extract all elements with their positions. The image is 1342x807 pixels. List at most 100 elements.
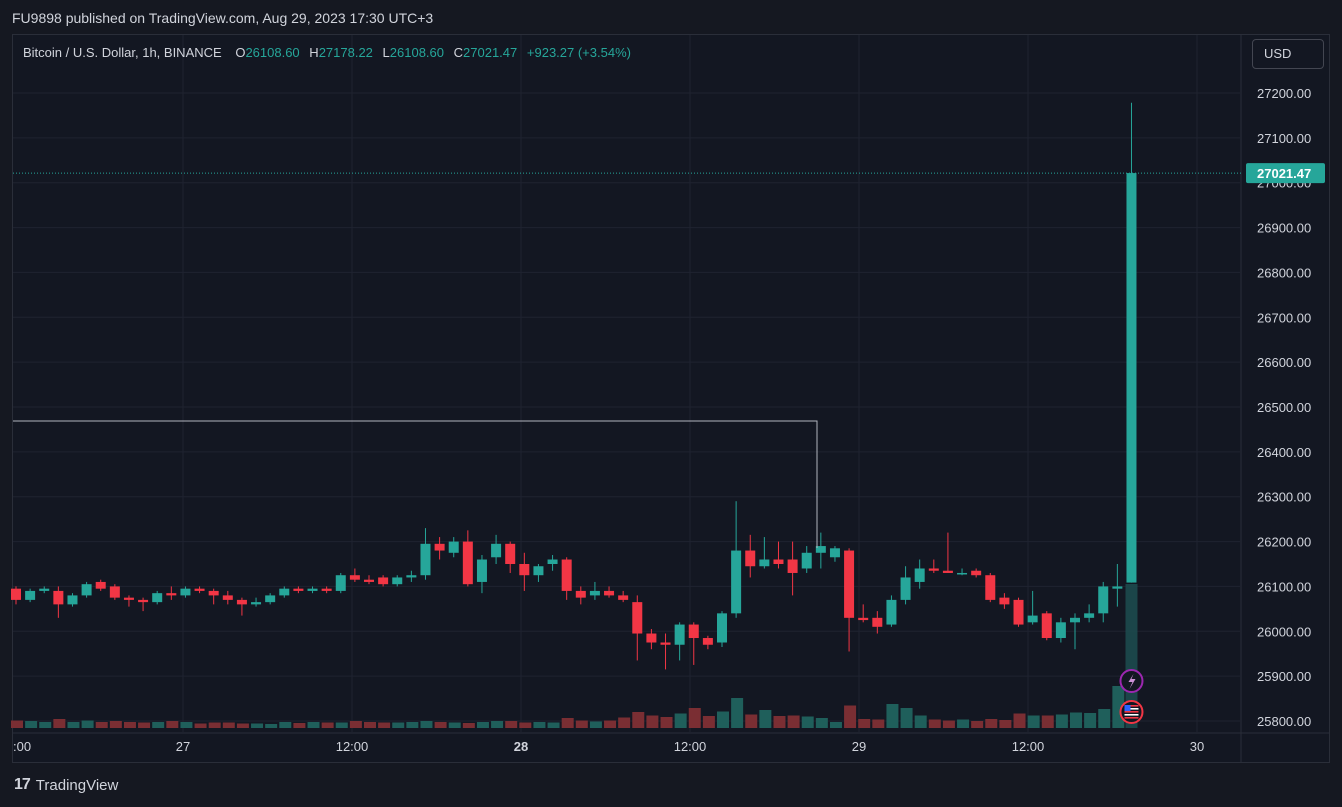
candle-body: [81, 584, 92, 596]
volume-bar: [307, 722, 320, 728]
currency-button[interactable]: USD: [1252, 39, 1324, 69]
candle-body: [25, 590, 36, 600]
volume-bar: [138, 722, 151, 728]
candle-body: [660, 642, 671, 645]
volume-bar: [999, 720, 1012, 728]
volume-bar: [123, 722, 136, 728]
volume-bar: [321, 722, 334, 728]
candle-body: [632, 602, 643, 634]
volume-bar: [491, 721, 504, 728]
volume-bar: [109, 721, 122, 728]
candle-body: [364, 579, 374, 582]
candle-body: [1041, 613, 1052, 639]
candle-body: [971, 570, 982, 576]
candle-body: [349, 575, 360, 580]
volume-bar: [180, 722, 193, 728]
volume-bar: [660, 717, 673, 728]
volume-bar: [858, 719, 871, 728]
candle-body: [957, 572, 968, 575]
y-tick-label: 27100.00: [1257, 131, 1311, 146]
flag-canton: [1124, 705, 1131, 711]
y-tick-label: 25900.00: [1257, 669, 1311, 684]
volume-bar: [674, 713, 687, 728]
flag-stripe: [1124, 717, 1139, 719]
x-tick-label: 12:00: [336, 739, 369, 754]
y-tick-label: 26600.00: [1257, 355, 1311, 370]
candle-body: [688, 624, 699, 639]
volume-bar: [25, 721, 38, 728]
volume-bar: [166, 721, 179, 728]
volume-bar: [279, 722, 292, 728]
close-value: 27021.47: [463, 45, 518, 60]
time-axis: :00 27 12:00 28 12:00 29 12:00 30: [13, 739, 1204, 754]
candle-body: [491, 543, 502, 558]
volume-bar: [236, 723, 249, 728]
candle-body: [702, 638, 713, 645]
candle-body: [462, 541, 473, 585]
volume-bar: [392, 722, 405, 728]
volume-bar: [589, 721, 602, 728]
flag-stripe: [1124, 714, 1139, 716]
candle-body: [829, 548, 840, 558]
candle-body: [406, 575, 417, 578]
volume-bar: [1055, 714, 1068, 728]
candle-body: [844, 550, 855, 618]
candle-body: [815, 546, 826, 553]
candle-body: [731, 550, 742, 614]
volume-bar: [971, 721, 984, 728]
tradingview-logo-icon: 17: [14, 776, 31, 793]
volume-bar: [434, 722, 447, 728]
volume-bar: [618, 717, 631, 728]
candle-body: [293, 588, 304, 591]
volume-bar: [53, 719, 66, 728]
volume-bar: [844, 705, 857, 728]
chart-grid: [13, 35, 1330, 763]
volume-bar: [745, 714, 758, 728]
volume-bar: [886, 704, 899, 728]
candle-body: [773, 559, 784, 564]
low-label: L: [382, 45, 390, 60]
flag-stripe: [1124, 705, 1139, 707]
volume-bar: [505, 721, 518, 728]
candle-body: [505, 543, 516, 564]
last-price-label: 27021.47: [1257, 166, 1311, 181]
candle-body: [251, 602, 262, 605]
volume-bars: [11, 584, 1138, 728]
low-value: 26108.60: [389, 45, 445, 60]
candles: [11, 102, 1137, 670]
volume-bar: [1041, 715, 1054, 728]
volume-bar: [942, 720, 955, 728]
tradingview-brand[interactable]: 17 TradingView: [14, 776, 118, 794]
candle-body: [745, 550, 756, 567]
high-label: H: [309, 45, 319, 60]
symbol-legend: Bitcoin / U.S. Dollar, 1h, BINANCE O2610…: [23, 45, 637, 60]
volume-bar: [900, 708, 913, 728]
volume-bar: [575, 720, 588, 728]
x-tick-label: 12:00: [1012, 739, 1045, 754]
candle-body: [1084, 613, 1095, 618]
y-tick-label: 25800.00: [1257, 714, 1311, 729]
volume-bar: [293, 723, 306, 728]
chart-frame[interactable]: [12, 34, 1330, 763]
volume-bar: [11, 720, 23, 728]
candle-body: [674, 624, 685, 645]
candle-body: [999, 597, 1010, 605]
volume-bar: [787, 715, 800, 728]
candle-body: [420, 543, 431, 576]
candle-body: [53, 590, 64, 605]
candle-body: [138, 599, 149, 603]
volume-bar: [519, 722, 532, 728]
volume-bar: [702, 716, 715, 728]
open-label: O: [235, 45, 246, 60]
candle-body: [1055, 622, 1066, 639]
y-tick-label: 26000.00: [1257, 624, 1311, 639]
candle-body: [95, 581, 106, 589]
candle-body: [1126, 173, 1137, 583]
volume-bar: [829, 722, 842, 728]
candle-body: [928, 568, 939, 571]
x-tick-label: :00: [13, 739, 31, 754]
candle-body: [801, 552, 812, 569]
candle-body: [392, 577, 403, 585]
volume-bar: [759, 710, 772, 728]
